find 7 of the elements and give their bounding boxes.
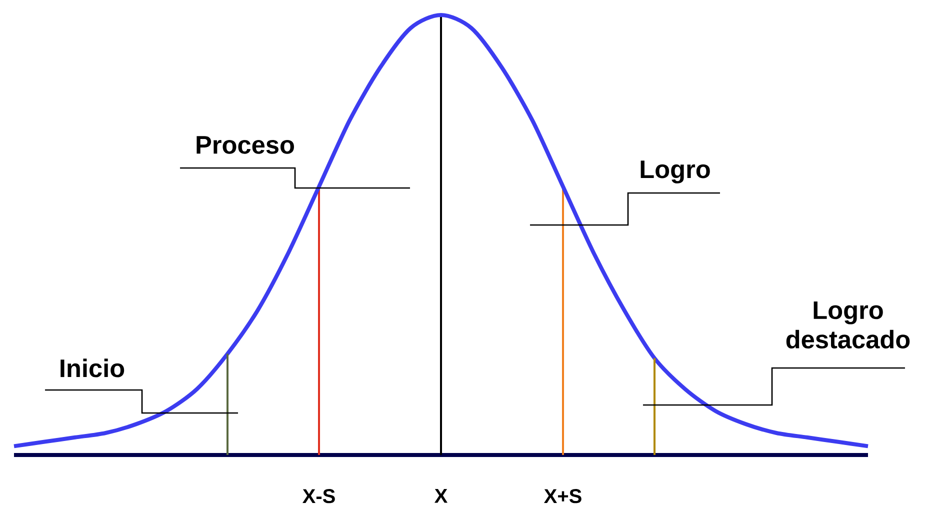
annotation: Proceso xyxy=(196,136,294,154)
annotation: Inicio xyxy=(60,358,124,378)
x-tick-label: X+S xyxy=(544,489,582,504)
x-tick-label: X xyxy=(434,489,448,503)
x-tick-label: X-S xyxy=(302,489,335,504)
annotation: Logro destacado xyxy=(786,301,910,348)
annotation: Logro xyxy=(640,160,710,184)
